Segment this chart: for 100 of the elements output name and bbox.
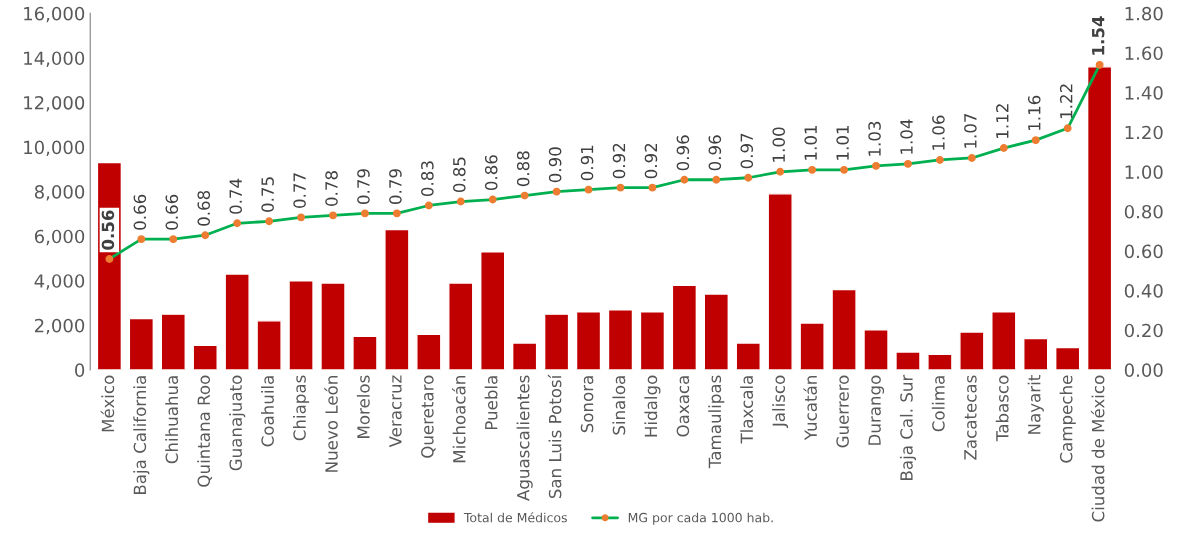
y-tick-label: 8,000 xyxy=(34,185,85,201)
data-label: 0.86 xyxy=(484,155,498,191)
data-label: 1.07 xyxy=(964,113,977,148)
bar xyxy=(703,293,729,370)
x-tick-label: Tabasco xyxy=(995,375,1009,442)
bar xyxy=(543,313,570,370)
data-label: 0.90 xyxy=(548,147,562,183)
y-tick-label: 10,000 xyxy=(24,140,85,157)
bar xyxy=(735,342,761,370)
bar xyxy=(384,228,410,370)
x-tick-label: Oaxaca xyxy=(676,376,690,437)
y2-tick-label: 0.20 xyxy=(1124,323,1163,338)
data-label: 0.83 xyxy=(421,161,434,197)
bar xyxy=(927,353,953,370)
legend-label: MG por cada 1000 hab. xyxy=(628,512,773,525)
x-tick-label: Queretaro xyxy=(421,375,436,458)
x-tick-label: Yucatán xyxy=(803,376,817,441)
bar xyxy=(607,308,634,370)
data-label: 1.12 xyxy=(996,104,1009,138)
y2-tick-label: 1.20 xyxy=(1125,125,1163,140)
x-tick-label: Tamaulipas xyxy=(708,375,725,469)
bar xyxy=(160,313,186,370)
y2-tick-label: 0.00 xyxy=(1124,363,1163,377)
y-tick-label: 6,000 xyxy=(34,229,85,246)
x-tick-label: Chiapas xyxy=(292,375,310,441)
bar xyxy=(256,320,282,370)
data-label: 0.66 xyxy=(133,194,147,230)
data-label: 0.97 xyxy=(740,133,754,169)
bar xyxy=(1086,66,1113,370)
x-tick-label: Hidalgo xyxy=(644,375,661,437)
y2-tick-label: 1.60 xyxy=(1125,46,1163,61)
data-label: 1.54 xyxy=(1092,16,1105,55)
data-label: 0.56 xyxy=(101,210,115,250)
bar xyxy=(192,344,218,370)
x-tick-label: Campeche xyxy=(1059,375,1076,463)
data-label: 0.91 xyxy=(580,145,594,181)
bar xyxy=(416,333,442,370)
bar xyxy=(959,331,985,370)
data-label: 0.92 xyxy=(612,143,626,179)
x-tick-label: Michoacán xyxy=(452,376,466,463)
data-label: 1.04 xyxy=(900,119,913,154)
data-label: 1.01 xyxy=(804,125,817,160)
x-tick-label: Guerrero xyxy=(836,375,849,448)
data-label: 0.77 xyxy=(293,173,306,208)
data-label: 1.03 xyxy=(868,121,881,156)
data-label: 0.74 xyxy=(229,178,242,214)
legend-label: Total de Médicos xyxy=(463,512,567,523)
x-tick-label: Baja California xyxy=(133,376,150,494)
bar xyxy=(799,322,825,370)
x-tick-label: Ciudad de México xyxy=(1090,375,1105,522)
bar xyxy=(863,329,889,370)
x-tick-label: México xyxy=(100,375,115,432)
x-tick-label: Aguascalientes xyxy=(516,375,533,501)
bar xyxy=(224,273,250,370)
bar xyxy=(671,284,698,370)
x-tick-label: Morelos xyxy=(356,375,370,438)
x-tick-label: Sonora xyxy=(580,376,594,433)
data-label: 1.00 xyxy=(772,127,786,162)
y2-tick-label: 0.80 xyxy=(1124,204,1163,219)
data-label: 0.78 xyxy=(325,171,338,206)
bar xyxy=(1023,337,1049,370)
y-tick-label: 12,000 xyxy=(24,95,85,112)
y2-tick-label: 1.40 xyxy=(1125,86,1163,100)
bar xyxy=(480,251,506,370)
data-label: 1.16 xyxy=(1027,95,1041,130)
bar xyxy=(511,342,538,370)
data-label: 0.92 xyxy=(644,143,658,179)
y2-tick-label: 0.60 xyxy=(1124,244,1163,259)
bar xyxy=(575,311,602,370)
x-tick-label: Jalisco xyxy=(772,375,789,428)
x-tick-label: Chihuahua xyxy=(165,376,179,464)
x-tick-label: Veracruz xyxy=(389,375,402,448)
bar xyxy=(831,288,857,370)
y2-tick-label: 1.80 xyxy=(1125,6,1163,21)
x-tick-label: Durango xyxy=(868,375,885,445)
x-tick-label: Nayarit xyxy=(1027,375,1044,434)
x-tick-label: Puebla xyxy=(484,376,498,430)
data-label: 0.85 xyxy=(452,157,466,193)
bar xyxy=(448,282,474,370)
y2-tick-label: 1.00 xyxy=(1125,165,1163,179)
bar xyxy=(991,311,1017,370)
x-tick-label: San Luis Potosí xyxy=(547,374,562,499)
y-tick-label: 14,000 xyxy=(24,51,85,67)
data-label: 1.22 xyxy=(1059,84,1073,119)
data-label: 0.88 xyxy=(516,151,530,187)
y2-tick-label: 0.40 xyxy=(1124,284,1163,298)
data-label: 1.06 xyxy=(932,115,945,150)
x-tick-label: Guanajuato xyxy=(229,375,246,471)
x-tick-label: Zacatecas xyxy=(964,375,977,460)
data-label: 0.96 xyxy=(676,135,690,171)
x-tick-label: Tlaxcala xyxy=(740,376,754,444)
y-tick-label: 16,000 xyxy=(24,6,85,23)
bar xyxy=(895,351,921,370)
x-tick-label: Baja Cal. Sur xyxy=(899,374,917,480)
data-label: 0.68 xyxy=(197,190,211,226)
data-label: 1.01 xyxy=(836,125,849,160)
x-tick-label: Coahuila xyxy=(261,376,274,447)
y-tick-label: 0 xyxy=(75,363,85,377)
bar xyxy=(320,282,346,370)
data-label: 0.75 xyxy=(261,177,274,212)
